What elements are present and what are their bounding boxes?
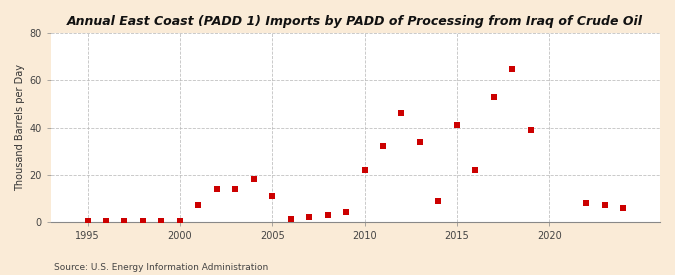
Point: [507, 67, 518, 71]
Point: [396, 111, 407, 116]
Point: [377, 144, 388, 148]
Point: [156, 218, 167, 223]
Point: [433, 198, 443, 203]
Point: [618, 205, 628, 210]
Point: [470, 168, 481, 172]
Point: [267, 194, 277, 198]
Point: [230, 186, 241, 191]
Y-axis label: Thousand Barrels per Day: Thousand Barrels per Day: [15, 64, 25, 191]
Point: [304, 215, 315, 219]
Text: Source: U.S. Energy Information Administration: Source: U.S. Energy Information Administ…: [54, 263, 268, 272]
Point: [211, 186, 222, 191]
Point: [414, 139, 425, 144]
Point: [286, 217, 296, 222]
Point: [359, 168, 370, 172]
Point: [525, 128, 536, 132]
Point: [174, 218, 185, 223]
Point: [138, 218, 148, 223]
Point: [322, 213, 333, 217]
Point: [580, 201, 591, 205]
Point: [193, 203, 204, 207]
Point: [101, 218, 111, 223]
Point: [599, 203, 610, 207]
Point: [452, 123, 462, 127]
Point: [341, 210, 352, 214]
Point: [119, 218, 130, 223]
Point: [82, 218, 93, 223]
Point: [489, 95, 500, 99]
Point: [248, 177, 259, 182]
Title: Annual East Coast (PADD 1) Imports by PADD of Processing from Iraq of Crude Oil: Annual East Coast (PADD 1) Imports by PA…: [68, 15, 643, 28]
